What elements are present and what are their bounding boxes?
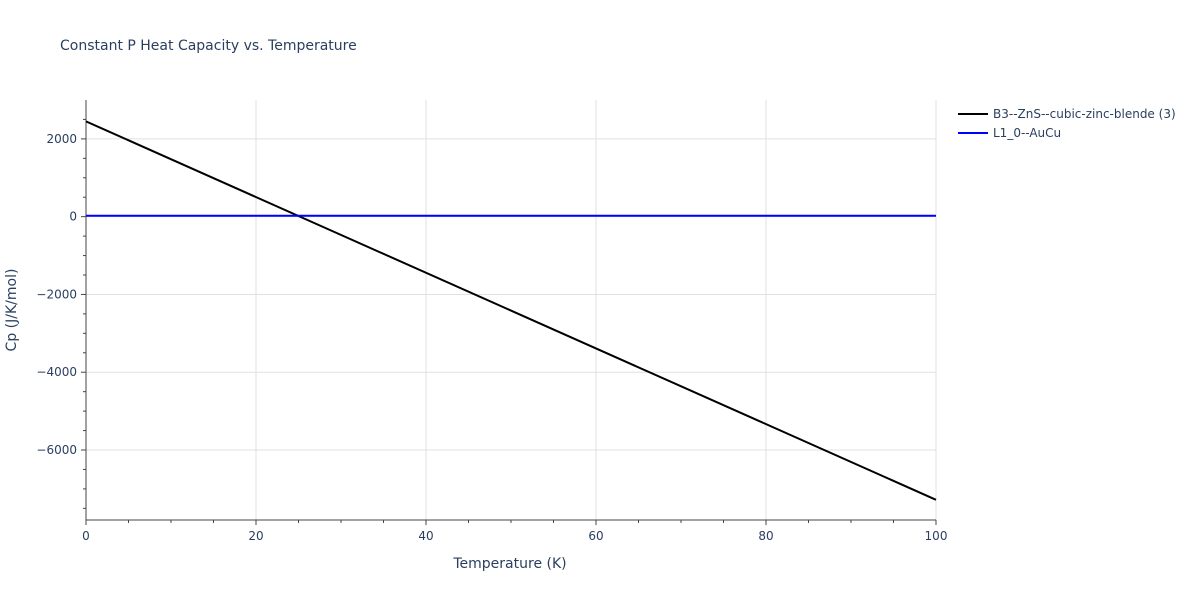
legend-item[interactable]: L1_0--AuCu — [958, 126, 1061, 140]
y-tick-label: −6000 — [36, 443, 77, 457]
x-tick-label: 80 — [758, 529, 773, 543]
legend-label: B3--ZnS--cubic-zinc-blende (3) — [993, 107, 1176, 121]
y-tick-label: 0 — [69, 210, 77, 224]
x-tick-label: 0 — [82, 529, 90, 543]
x-tick-label: 40 — [418, 529, 433, 543]
y-tick-label: −2000 — [36, 287, 77, 301]
y-tick-label: −4000 — [36, 365, 77, 379]
series-layer — [85, 120, 937, 501]
legend-item[interactable]: B3--ZnS--cubic-zinc-blende (3) — [958, 107, 1176, 121]
series-line-0 — [85, 120, 937, 501]
y-tick-label: 2000 — [46, 132, 77, 146]
legend[interactable]: B3--ZnS--cubic-zinc-blende (3) L1_0--AuCu — [958, 107, 1176, 140]
y-axis-title: Cp (J/K/mol) — [4, 269, 20, 352]
x-axis-title: Temperature (K) — [452, 556, 566, 572]
axes-layer: 0 20 40 60 80 100 2000 0 −2000 −4000 −6000 — [36, 100, 947, 543]
x-tick-label: 60 — [588, 529, 603, 543]
x-tick-label: 20 — [248, 529, 263, 543]
chart-title: Constant P Heat Capacity vs. Temperature — [60, 38, 357, 54]
x-tick-label: 100 — [925, 529, 948, 543]
legend-label: L1_0--AuCu — [993, 126, 1061, 140]
